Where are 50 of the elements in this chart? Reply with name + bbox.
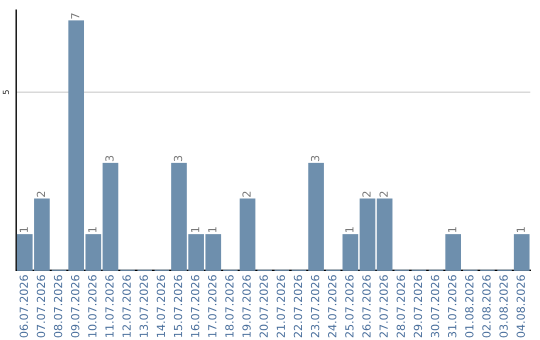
x-tick-label: 29.07.2026 — [414, 275, 422, 338]
data-label: 7 — [71, 13, 80, 19]
x-tick-label: 09.07.2026 — [70, 275, 80, 338]
data-label: 3 — [174, 156, 182, 162]
x-tick-label: 30.07.2026 — [430, 275, 440, 338]
bar — [514, 234, 530, 271]
x-tick-label: 18.07.2026 — [225, 275, 234, 337]
x-tick-label: 10.07.2026 — [88, 275, 97, 337]
data-label: 1 — [448, 227, 456, 232]
x-tick-label: 08.07.2026 — [54, 275, 62, 338]
x-tick-label: 20.07.2026 — [259, 275, 268, 338]
x-tick-label: 14.07.2026 — [156, 275, 166, 337]
x-tick-label: 06.07.2026 — [20, 275, 28, 338]
x-tick-label: 02.08.2026 — [482, 275, 491, 338]
data-label: 2 — [242, 192, 251, 197]
data-label: 1 — [208, 227, 216, 232]
x-tick-label: 22.07.2026 — [294, 275, 302, 338]
data-label: 1 — [88, 227, 96, 232]
y-tick-label: 5 — [2, 90, 10, 94]
x-tick-label: 27.07.2026 — [379, 275, 388, 338]
x-tick-label: 23.07.2026 — [310, 275, 320, 338]
x-tick-label: 12.07.2026 — [122, 275, 131, 337]
x-tick-label: 07.07.2026 — [36, 275, 46, 338]
x-tick-label: 03.08.2026 — [499, 275, 508, 338]
data-label: 3 — [310, 156, 320, 162]
x-tick-label: 04.08.2026 — [516, 275, 525, 338]
data-label: 2 — [362, 192, 371, 197]
x-tick-label: 21.07.2026 — [276, 275, 286, 338]
x-tick-label: 01.08.2026 — [465, 275, 474, 338]
data-label: 1 — [20, 227, 28, 232]
bar — [445, 234, 462, 271]
data-label: 1 — [516, 227, 525, 232]
x-tick-label: 26.07.2026 — [362, 275, 371, 338]
bar — [308, 162, 324, 271]
data-label: 3 — [105, 156, 114, 162]
x-tick-label: 24.07.2026 — [328, 275, 336, 338]
x-tick-label: 11.07.2026 — [105, 275, 114, 337]
bar — [240, 198, 256, 271]
x-tick-label: 13.07.2026 — [140, 275, 148, 337]
data-label: 1 — [345, 227, 354, 232]
x-tick-label: 15.07.2026 — [174, 275, 182, 337]
x-tick-label: 25.07.2026 — [345, 275, 354, 338]
data-label: 1 — [191, 227, 200, 232]
data-label: 2 — [36, 192, 45, 197]
x-tick-label: 28.07.2026 — [396, 275, 405, 338]
x-tick-label: 19.07.2026 — [242, 275, 251, 337]
x-tick-label: 31.07.2026 — [448, 275, 456, 338]
x-tick-label: 16.07.2026 — [190, 275, 200, 337]
x-tick-label: 17.07.2026 — [208, 275, 216, 337]
data-label: 2 — [379, 192, 388, 197]
